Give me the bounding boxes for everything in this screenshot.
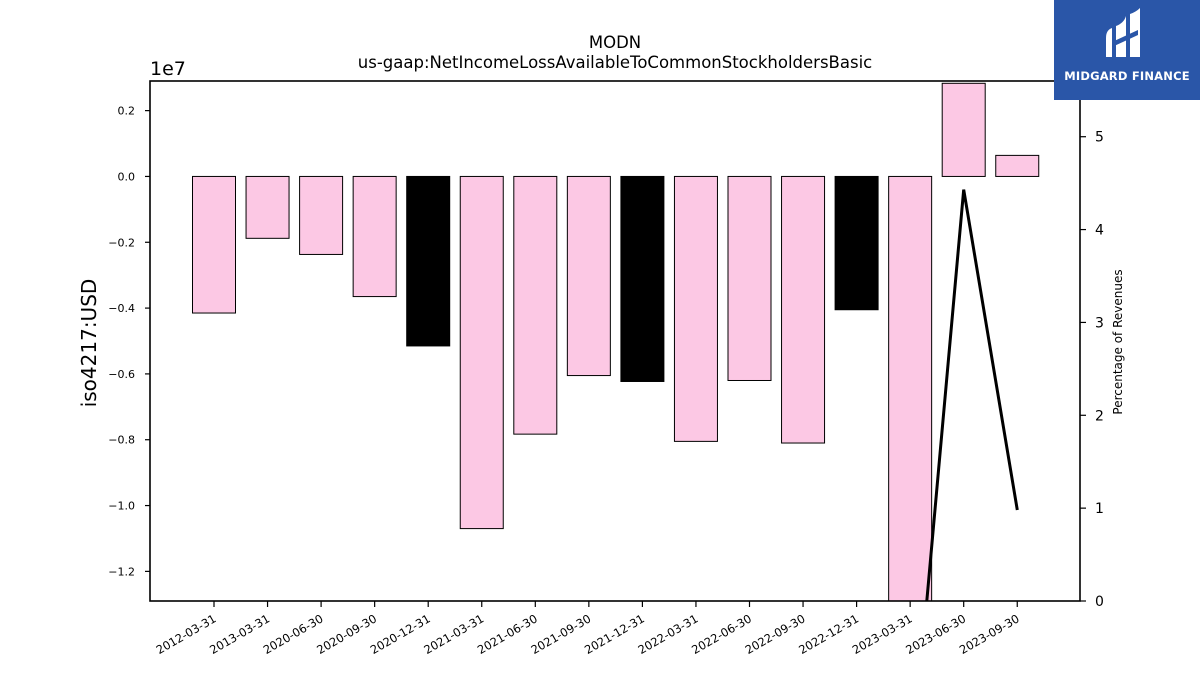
x-tick-label: 2020-06-30 <box>261 611 326 657</box>
bars-group <box>192 82 1040 602</box>
y-tick-label: 0.0 <box>118 170 136 183</box>
x-tick-label: 2022-03-31 <box>636 611 701 657</box>
bar-2023-09-30 <box>995 154 1040 177</box>
chart-title: MODN <box>589 33 641 52</box>
x-tick-label: 2021-09-30 <box>528 611 593 657</box>
x-tick-label: 2012-03-31 <box>154 611 219 657</box>
y2-tick-label: 3 <box>1095 315 1104 331</box>
x-tick-label: 2022-06-30 <box>689 611 754 657</box>
bar-2023-03-31 <box>888 175 933 602</box>
y-tick-label: −1.2 <box>108 565 135 578</box>
x-tick-label: 2021-12-31 <box>582 611 647 657</box>
brand-logo: MIDGARD FINANCE <box>1054 0 1200 100</box>
bar-2020-12-31 <box>406 175 451 347</box>
y2-tick-label: 5 <box>1095 130 1104 146</box>
plot-frame <box>149 80 1081 602</box>
x-tick-label: 2021-06-30 <box>475 611 540 657</box>
y2-tick-label: 0 <box>1095 594 1104 610</box>
y-tick-label: −0.2 <box>108 236 135 249</box>
brand-mark-icon <box>1106 8 1140 57</box>
y-tick-label: −0.4 <box>108 302 135 315</box>
bar-2021-12-31 <box>620 175 665 382</box>
y2-tick-label: 4 <box>1095 223 1104 239</box>
bar-2013-03-31 <box>245 175 290 239</box>
bar-2022-03-31 <box>673 175 718 442</box>
y2-tick-label: 1 <box>1095 501 1104 517</box>
y-offset-label: 1e7 <box>150 58 186 80</box>
y-axis-label: iso4217:USD <box>77 279 101 408</box>
y-tick-label: −0.6 <box>108 368 135 381</box>
bar-2020-06-30 <box>299 175 344 255</box>
y2-tick-label: 2 <box>1095 408 1104 424</box>
bar-2022-09-30 <box>781 175 826 444</box>
bar-2022-12-31 <box>834 175 879 311</box>
chart-subtitle: us-gaap:NetIncomeLossAvailableToCommonSt… <box>358 53 872 72</box>
x-tick-label: 2020-09-30 <box>314 611 379 657</box>
bar-2021-09-30 <box>566 175 611 377</box>
bar-2022-06-30 <box>727 175 772 381</box>
x-tick-label: 2023-03-31 <box>850 611 915 657</box>
line-group <box>925 189 1019 602</box>
x-tick-label: 2023-06-30 <box>903 611 968 657</box>
x-tick-label: 2021-03-31 <box>421 611 486 657</box>
y2-axis-label: Percentage of Revenues <box>1111 269 1125 414</box>
bar-2021-03-31 <box>459 175 504 530</box>
x-tick-label: 2013-03-31 <box>207 611 272 657</box>
y-tick-label: −0.8 <box>108 434 135 447</box>
bar-2012-03-31 <box>192 175 236 314</box>
x-tick-label: 2020-12-31 <box>368 611 433 657</box>
x-tick-label: 2023-09-30 <box>957 611 1022 657</box>
brand-name: MIDGARD FINANCE <box>1064 69 1190 83</box>
y-tick-label: 0.2 <box>118 105 136 118</box>
y-tick-label: −1.0 <box>108 500 135 513</box>
x-tick-label: 2022-09-30 <box>743 611 808 657</box>
x-tick-label: 2022-12-31 <box>796 611 861 657</box>
series-line <box>925 189 1019 602</box>
bar-2023-06-30 <box>941 82 986 177</box>
bar-2020-09-30 <box>352 175 397 298</box>
bar-2021-06-30 <box>513 175 558 435</box>
